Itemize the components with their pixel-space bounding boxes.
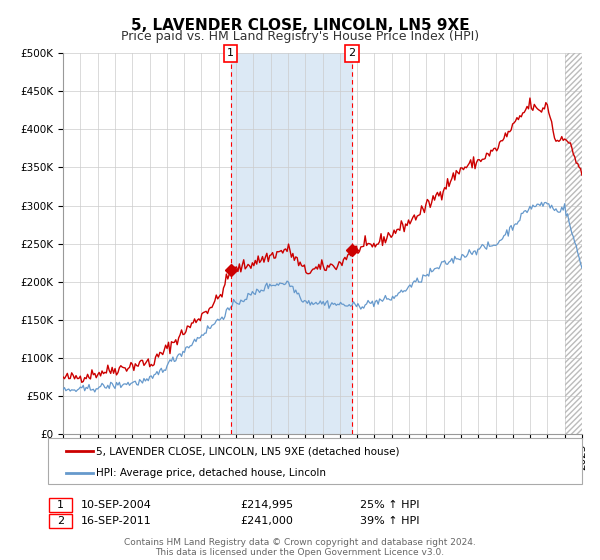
Text: 39% ↑ HPI: 39% ↑ HPI	[360, 516, 419, 526]
Text: 1: 1	[227, 48, 234, 58]
Bar	[565, 53, 582, 434]
Text: Price paid vs. HM Land Registry's House Price Index (HPI): Price paid vs. HM Land Registry's House …	[121, 30, 479, 43]
Text: £214,995: £214,995	[240, 500, 293, 510]
Text: 2: 2	[349, 48, 356, 58]
Text: 1: 1	[57, 500, 64, 510]
Text: 25% ↑ HPI: 25% ↑ HPI	[360, 500, 419, 510]
Text: Contains HM Land Registry data © Crown copyright and database right 2024.
This d: Contains HM Land Registry data © Crown c…	[124, 538, 476, 557]
Text: 5, LAVENDER CLOSE, LINCOLN, LN5 9XE: 5, LAVENDER CLOSE, LINCOLN, LN5 9XE	[131, 18, 469, 33]
Text: 16-SEP-2011: 16-SEP-2011	[81, 516, 152, 526]
Text: 10-SEP-2004: 10-SEP-2004	[81, 500, 152, 510]
Bar	[230, 53, 352, 434]
Text: £241,000: £241,000	[240, 516, 293, 526]
Text: 2: 2	[57, 516, 64, 526]
Text: HPI: Average price, detached house, Lincoln: HPI: Average price, detached house, Linc…	[96, 468, 326, 478]
Text: 5, LAVENDER CLOSE, LINCOLN, LN5 9XE (detached house): 5, LAVENDER CLOSE, LINCOLN, LN5 9XE (det…	[96, 446, 400, 456]
Bar	[565, 53, 582, 434]
